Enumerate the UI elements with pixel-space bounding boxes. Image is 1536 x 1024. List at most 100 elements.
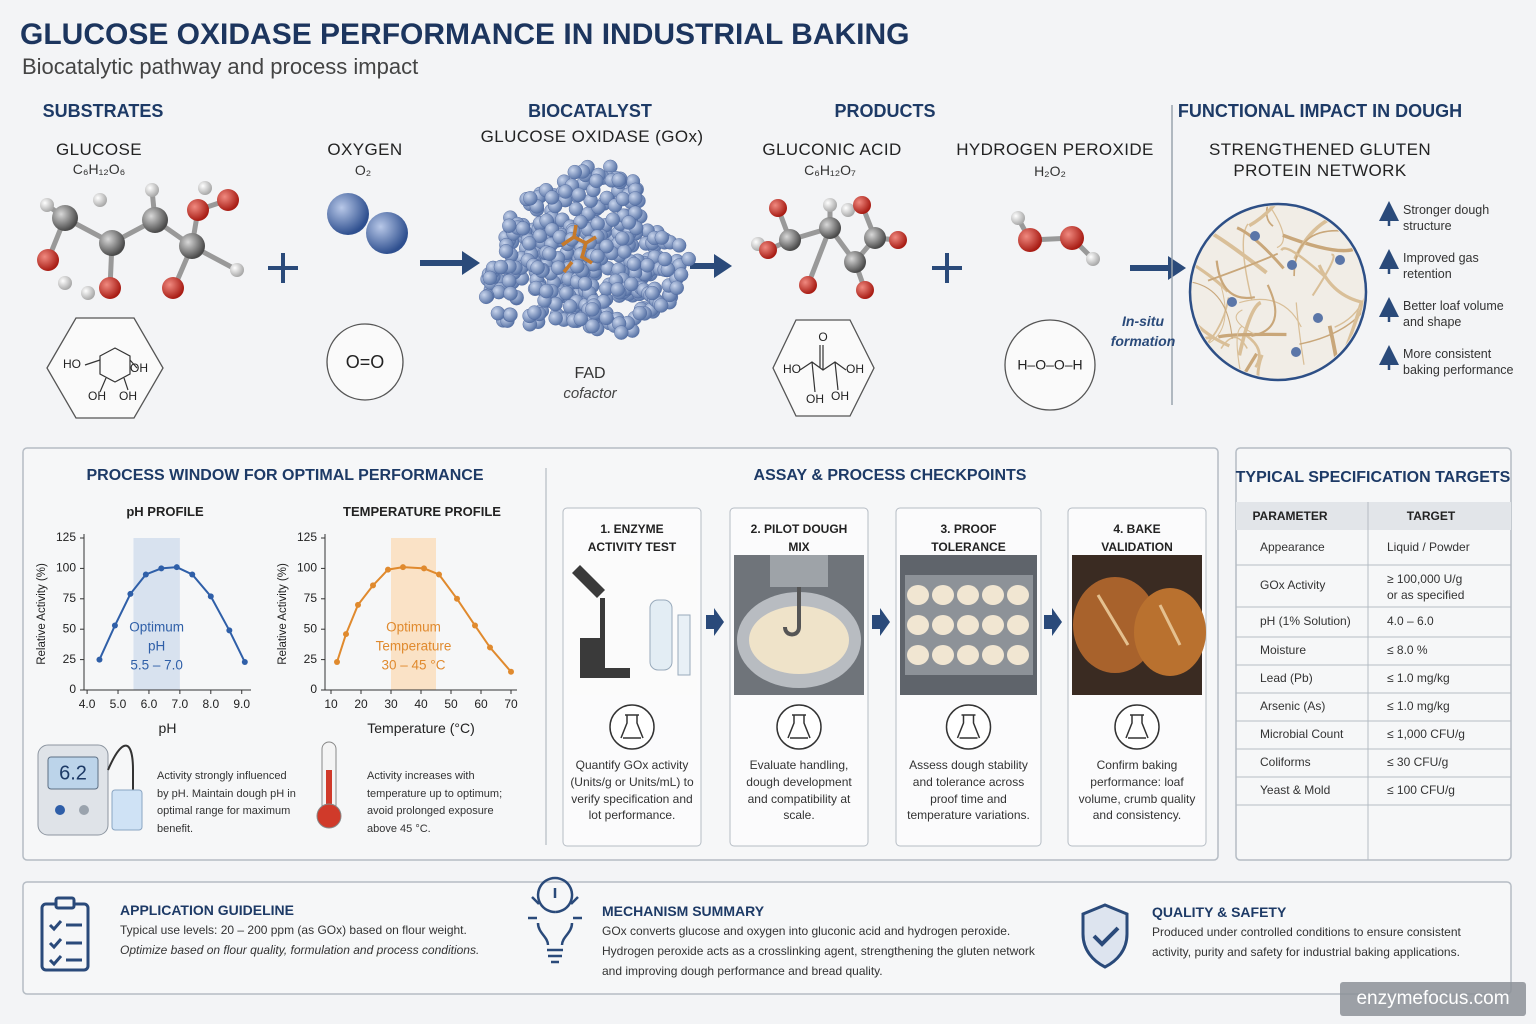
formation-note: In-situ xyxy=(1122,313,1164,329)
table-cell: Appearance xyxy=(1260,539,1325,554)
data-point xyxy=(173,564,180,571)
dough-ball xyxy=(1007,645,1029,665)
data-point xyxy=(454,595,460,602)
structure-label: O=O xyxy=(346,352,385,372)
gluten-strand xyxy=(1245,334,1261,368)
table-cell: Coliforms xyxy=(1260,755,1311,769)
footer-title: QUALITY & SAFETY xyxy=(1152,904,1287,920)
optimum-label: Temperature xyxy=(376,639,452,654)
molecule-name: OXYGEN xyxy=(327,140,403,159)
protein-atom xyxy=(632,305,648,321)
data-point xyxy=(508,668,514,675)
dough-ball xyxy=(957,615,979,635)
formation-note: formation xyxy=(1110,333,1176,349)
flask xyxy=(649,599,673,671)
gluten-strand xyxy=(1299,287,1364,345)
table-cell: ≥ 100,000 U/g xyxy=(1387,572,1463,586)
table-cell: Microbial Count xyxy=(1260,727,1344,741)
microscope xyxy=(572,565,630,678)
ph-meter-screen xyxy=(47,756,99,790)
table-cell: or as specified xyxy=(1387,588,1465,602)
gluten-strand xyxy=(1192,268,1231,348)
y-tick-label: 125 xyxy=(297,530,317,544)
protein-atom xyxy=(669,280,684,295)
atom xyxy=(81,286,95,300)
crosslink xyxy=(1250,231,1260,241)
step-description: Confirm baking performance: loaf volume,… xyxy=(1078,758,1196,823)
protein-atom xyxy=(653,298,669,313)
molecule-formula: C₆H₁₂O₇ xyxy=(804,162,856,178)
crosslink xyxy=(1291,347,1301,357)
ph-meter-button xyxy=(79,805,89,815)
atom xyxy=(779,229,801,251)
atom xyxy=(198,181,212,195)
protein-atom xyxy=(621,215,636,230)
data-point xyxy=(189,571,196,578)
step-title: 4. BAKE VALIDATION xyxy=(1101,522,1173,554)
atom xyxy=(52,205,78,231)
chart-note: Activity increases with temperature up t… xyxy=(367,770,503,835)
step-icon-glyph xyxy=(620,714,644,739)
chart-title: pH PROFILE xyxy=(126,504,204,519)
dough-ball xyxy=(982,645,1004,665)
protein-atom xyxy=(671,238,687,253)
gluten-strand xyxy=(1295,302,1305,365)
dough-ball xyxy=(932,645,954,665)
protein-atom xyxy=(610,282,625,297)
structure-label: HO xyxy=(63,357,81,371)
x-tick-label: 9.0 xyxy=(233,697,250,711)
bond xyxy=(1015,216,1095,261)
molecule-name: GLUCOSE xyxy=(56,140,142,159)
table-cell: Arsenic (As) xyxy=(1260,699,1326,713)
protein-atom xyxy=(527,305,542,320)
atom xyxy=(93,193,107,207)
data-point xyxy=(241,659,248,666)
footer-line: Produced under controlled conditions to … xyxy=(1152,925,1461,939)
y-tick-label: 0 xyxy=(310,682,317,696)
data-point xyxy=(142,571,149,578)
step-icon-glyph xyxy=(956,714,981,739)
structure-label: OH xyxy=(119,389,137,403)
table-cell: Moisture xyxy=(1260,643,1307,657)
x-tick-label: 20 xyxy=(354,697,368,711)
data-point xyxy=(334,659,340,666)
protein-atom xyxy=(626,256,642,272)
section-heading: BIOCATALYST xyxy=(528,101,652,121)
protein-atom xyxy=(522,236,537,251)
dough-hook xyxy=(783,587,801,637)
molecule-formula: H₂O₂ xyxy=(1034,163,1066,179)
gluten-strand xyxy=(1239,298,1302,328)
structure-label: OH xyxy=(130,361,148,375)
x-tick-label: 10 xyxy=(324,697,338,711)
protein-atom xyxy=(493,259,509,275)
crosslink xyxy=(1227,297,1237,307)
step-icon-glyph xyxy=(787,714,811,739)
footer-line: GOx converts glucose and oxygen into glu… xyxy=(602,924,1011,938)
table-cell: ≤ 1.0 mg/kg xyxy=(1387,671,1450,685)
dough-ball xyxy=(982,585,1004,605)
optimum-label: pH xyxy=(148,639,165,654)
table-cell: GOx Activity xyxy=(1260,578,1326,592)
scoring xyxy=(1096,594,1182,646)
chart-title: TEMPERATURE PROFILE xyxy=(343,504,501,519)
data-point xyxy=(400,564,406,571)
activity-line xyxy=(336,566,512,673)
protein-atom xyxy=(503,286,518,301)
table-cell: ≤ 100 CFU/g xyxy=(1387,783,1455,797)
optimum-label: 5.5 – 7.0 xyxy=(130,658,183,673)
structure-label: OH xyxy=(88,389,106,403)
dough-ball xyxy=(907,645,929,665)
gluten-strand xyxy=(1334,264,1364,328)
gluten-strand xyxy=(1236,226,1285,270)
table-cell: ≤ 30 CFU/g xyxy=(1387,755,1449,769)
table-cell: Yeast & Mold xyxy=(1260,783,1331,797)
dough-ball xyxy=(932,615,954,635)
footer-line: Typical use levels: 20 – 200 ppm (as GOx… xyxy=(120,923,467,937)
benefit: More consistent baking performance xyxy=(1403,347,1514,377)
cofactor: FAD xyxy=(574,365,606,382)
optimum-band xyxy=(391,538,436,690)
x-tick-label: 6.0 xyxy=(141,697,158,711)
y-axis-label: Relative Activity (%) xyxy=(36,563,48,665)
atom xyxy=(40,198,54,212)
data-point xyxy=(355,601,361,608)
